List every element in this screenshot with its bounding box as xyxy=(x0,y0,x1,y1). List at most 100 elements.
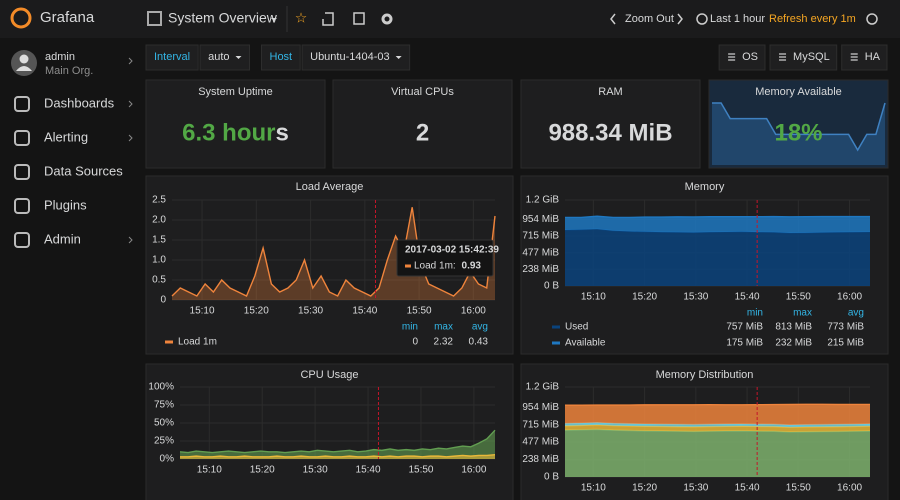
variable-value-box[interactable] xyxy=(199,44,250,71)
stat-panel xyxy=(332,79,513,169)
share-button[interactable] xyxy=(322,12,334,26)
y-tick-label: 0 B xyxy=(544,281,559,292)
legend-name[interactable]: Load 1m xyxy=(178,337,217,348)
y-tick-label: 0% xyxy=(160,454,175,465)
x-tick-label: 16:00 xyxy=(837,292,862,303)
menu-item[interactable]: Plugins xyxy=(44,197,87,212)
variable-label-box xyxy=(261,44,301,71)
sparkline-fill xyxy=(712,103,885,165)
x-tick-label: 15:20 xyxy=(632,292,657,303)
stat-value: 6.3 hour xyxy=(182,119,275,146)
x-tick-label: 15:10 xyxy=(581,483,606,494)
variable-value[interactable]: Ubuntu-1404-03 xyxy=(310,51,390,63)
graph-title: Memory Distribution xyxy=(656,369,754,381)
x-tick-label: 15:50 xyxy=(786,483,811,494)
refresh[interactable]: Refresh every 1m xyxy=(769,13,856,25)
chevron xyxy=(128,236,133,244)
y-tick-label: 1.2 GiB xyxy=(526,382,560,393)
stat-title: Memory Available xyxy=(755,86,842,98)
dashboard-link[interactable]: HA xyxy=(865,51,881,63)
y-tick-label: 238 MiB xyxy=(522,454,559,465)
refresh-button[interactable] xyxy=(866,13,878,25)
dashboard-link[interactable]: OS xyxy=(742,51,758,63)
x-tick-label: 15:20 xyxy=(250,465,275,476)
back-button[interactable] xyxy=(610,13,616,25)
variable-value[interactable]: auto xyxy=(208,51,229,63)
time-range[interactable]: Last 1 hour xyxy=(710,13,765,25)
avatar-head xyxy=(19,54,29,64)
zoom-out[interactable]: Zoom Out xyxy=(625,13,674,25)
logo[interactable] xyxy=(10,7,32,29)
x-tick-label: 15:30 xyxy=(303,465,328,476)
dashboard-link[interactable]: MySQL xyxy=(793,51,830,63)
legend-name[interactable]: Used xyxy=(565,322,588,333)
menu-item[interactable]: Data Sources xyxy=(44,163,123,178)
legend-header: max xyxy=(434,322,453,333)
y-tick-label: 477 MiB xyxy=(522,247,559,258)
y-tick-label: 238 MiB xyxy=(522,264,559,275)
variable-value-box[interactable] xyxy=(301,44,411,71)
area-fill xyxy=(565,229,870,286)
menu-item[interactable]: Admin xyxy=(44,231,81,246)
y-tick-label: 0 xyxy=(160,295,166,306)
stat-postfix: s xyxy=(276,119,289,146)
x-tick-label: 15:30 xyxy=(683,292,708,303)
y-tick-label: 0 B xyxy=(544,472,559,483)
graph-panel xyxy=(145,363,514,500)
brand: Grafana xyxy=(40,9,95,26)
variable-label: Interval xyxy=(154,51,190,63)
user-name[interactable]: admin xyxy=(45,51,75,63)
star-button[interactable]: ☆ xyxy=(295,10,308,26)
menu-icon xyxy=(14,164,30,180)
x-tick-label: 15:40 xyxy=(352,306,377,317)
y-tick-label: 50% xyxy=(154,418,174,429)
stat-value: 18% xyxy=(774,119,822,146)
dashboard-title[interactable]: System Overview xyxy=(168,10,278,26)
legend-value: 0.43 xyxy=(469,337,489,348)
menu-icon xyxy=(14,130,30,146)
tooltip-label: Load 1m: xyxy=(414,261,456,272)
tooltip-time: 2017-03-02 15:42:39 xyxy=(405,245,499,256)
stat-title: System Uptime xyxy=(198,86,273,98)
dashboard-icon xyxy=(147,11,162,26)
save-button[interactable] xyxy=(353,12,365,25)
x-tick-label: 16:00 xyxy=(461,306,486,317)
menu-icon xyxy=(14,232,30,248)
y-tick-label: 954 MiB xyxy=(522,402,559,413)
area-fill xyxy=(565,429,870,477)
series-line xyxy=(180,453,496,458)
legend-value: 2.32 xyxy=(434,337,454,348)
x-tick-label: 15:40 xyxy=(735,483,760,494)
series-line xyxy=(171,207,496,297)
tooltip xyxy=(396,239,494,277)
x-tick-label: 15:50 xyxy=(786,292,811,303)
link-box[interactable] xyxy=(841,44,888,71)
legend-value: 813 MiB xyxy=(775,322,812,333)
caret xyxy=(395,56,402,59)
x-tick-label: 15:10 xyxy=(197,465,222,476)
stat-title: Virtual CPUs xyxy=(391,86,454,98)
menu-item[interactable]: Alerting xyxy=(44,129,88,144)
forward-button[interactable] xyxy=(677,13,683,25)
stat-panel xyxy=(520,79,701,169)
y-tick-label: 100% xyxy=(148,382,174,393)
link-icon xyxy=(850,53,858,61)
legend-name[interactable]: Available xyxy=(565,338,606,349)
x-tick-label: 15:30 xyxy=(298,306,323,317)
area-fill xyxy=(565,404,870,426)
settings-button[interactable] xyxy=(381,13,393,25)
caret xyxy=(271,18,277,21)
x-tick-label: 15:30 xyxy=(683,483,708,494)
x-tick-label: 15:10 xyxy=(190,306,215,317)
link-icon xyxy=(779,53,787,61)
x-tick-label: 15:20 xyxy=(632,483,657,494)
menu-item[interactable]: Dashboards xyxy=(44,95,115,110)
graph-title: CPU Usage xyxy=(300,369,358,381)
y-tick-label: 1.2 GiB xyxy=(526,195,560,206)
legend-value: 215 MiB xyxy=(827,338,864,349)
sidebar xyxy=(0,38,138,500)
tooltip-value: 0.93 xyxy=(462,261,482,272)
clock-icon xyxy=(696,13,708,25)
link-box[interactable] xyxy=(718,44,766,71)
